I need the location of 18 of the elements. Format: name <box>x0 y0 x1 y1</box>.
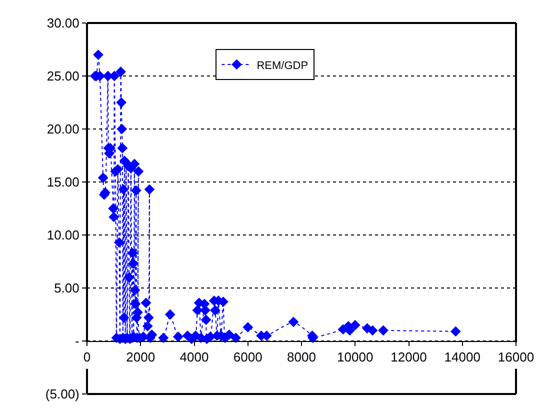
x-tick-label: 14000 <box>444 350 480 365</box>
y-tick-label: (5.00) <box>45 386 80 402</box>
y-tick-label: 25.00 <box>46 68 80 84</box>
x-tick-label: 6000 <box>233 350 262 365</box>
x-tick-label: 4000 <box>180 350 209 365</box>
y-tick-label: 30.00 <box>46 16 80 31</box>
y-tick-label: - <box>75 334 80 349</box>
x-tick-label: 8000 <box>287 350 316 365</box>
y-tick-label: 5.00 <box>54 280 80 296</box>
x-tick-label: 16000 <box>498 350 534 365</box>
y-tick-label: 10.00 <box>46 228 80 243</box>
x-tick-label: 0 <box>83 350 91 365</box>
x-tick-label: 10000 <box>337 350 374 365</box>
y-tick-label: 20.00 <box>46 122 80 137</box>
y-tick-label: 15.00 <box>46 174 80 190</box>
legend-label: REM/GDP <box>256 60 308 72</box>
x-tick-label: 12000 <box>390 350 427 365</box>
x-tick-label: 2000 <box>126 350 156 365</box>
